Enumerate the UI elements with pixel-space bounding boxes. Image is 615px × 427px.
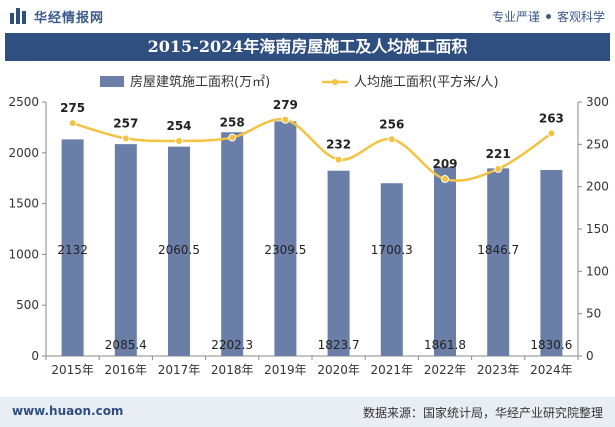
bar [380, 183, 403, 356]
line-series-path [72, 118, 553, 182]
brand-name: 华经情报网 [34, 11, 105, 26]
bar-value-label: 1700.3 [371, 243, 413, 257]
line-value-label: 209 [432, 157, 457, 171]
chart-title: 2015-2024年海南房屋施工及人均施工面积 [5, 33, 610, 61]
brand-logo-icon [10, 8, 26, 24]
y-right-tick-label: 200 [586, 180, 609, 194]
line-point [494, 164, 503, 173]
x-tick-label: 2018年 [211, 363, 254, 377]
line-value-label: 256 [379, 117, 404, 131]
bar [540, 170, 563, 356]
bar-value-label: 1846.7 [477, 243, 519, 257]
slogan-left: 专业严谨 [491, 10, 540, 24]
x-tick-label: 2021年 [371, 363, 414, 377]
bar-value-label: 2085.4 [105, 338, 147, 352]
y-left-tick-label: 500 [16, 298, 39, 312]
brand-header: 华经情报网 专业严谨 客观科学 [0, 0, 615, 32]
line-point [281, 115, 290, 124]
legend-bar-label: 房屋建筑施工面积(万㎡) [130, 74, 270, 90]
line-point [441, 175, 449, 184]
legend-bar-swatch [100, 76, 124, 87]
bar [114, 144, 137, 356]
bar-value-label: 2202.3 [211, 338, 253, 352]
y-right-tick-label: 250 [586, 137, 609, 151]
slogan-right: 客观科学 [556, 10, 605, 24]
line-point [547, 129, 556, 138]
line-point [68, 119, 77, 128]
bar [221, 132, 244, 356]
x-tick-label: 2015年 [51, 363, 94, 377]
bar [274, 121, 297, 356]
line-value-label: 258 [220, 116, 245, 130]
line-point [334, 155, 343, 164]
line-point [175, 136, 183, 145]
line-value-label: 263 [539, 111, 564, 125]
y-right-tick-label: 300 [586, 95, 609, 109]
x-tick-label: 2017年 [158, 363, 201, 377]
chart-canvas: 房屋建筑施工面积(万㎡) 人均施工面积(平方米/人)050010001500200… [8, 74, 609, 377]
bar [61, 139, 84, 356]
legend-line-label: 人均施工面积(平方米/人) [354, 74, 499, 90]
slogan: 专业严谨 客观科学 [492, 8, 605, 25]
bar-value-label: 1861.8 [424, 338, 466, 352]
y-left-tick-label: 1500 [8, 197, 39, 211]
x-tick-label: 2019年 [264, 363, 307, 377]
x-tick-label: 2024年 [530, 363, 573, 377]
y-right-tick-label: 150 [586, 222, 609, 236]
footer-source: 数据来源：国家统计局，华经产业研究院整理 [362, 406, 603, 420]
x-tick-label: 2016年 [105, 363, 148, 377]
line-value-label: 275 [60, 101, 85, 115]
footer: www.huaon.com 数据来源：国家统计局，华经产业研究院整理 [0, 397, 615, 427]
y-left-tick-label: 0 [31, 349, 39, 363]
line-point [228, 133, 237, 142]
y-right-tick-label: 50 [586, 307, 601, 321]
legend-line-marker [332, 79, 338, 85]
line-point [121, 134, 130, 143]
y-right-tick-label: 0 [586, 349, 594, 363]
bar-value-label: 1823.7 [318, 338, 360, 352]
bar [434, 166, 456, 356]
line-point [387, 135, 396, 144]
x-tick-label: 2023年 [477, 363, 520, 377]
y-left-tick-label: 2500 [8, 95, 39, 109]
line-value-label: 257 [113, 116, 138, 130]
line-value-label: 279 [273, 98, 298, 112]
bar [487, 168, 510, 356]
bar-value-label: 2132 [57, 243, 88, 257]
bar-value-label: 1830.6 [530, 338, 572, 352]
y-left-tick-label: 2000 [8, 146, 39, 160]
bar [168, 146, 190, 356]
slogan-dot-icon [545, 14, 551, 19]
bar [327, 170, 350, 356]
bar-value-label: 2060.5 [158, 243, 200, 257]
line-value-label: 232 [326, 138, 351, 152]
bar-value-label: 2309.5 [264, 243, 306, 257]
line-value-label: 221 [486, 147, 511, 161]
y-left-tick-label: 1000 [8, 247, 39, 261]
y-right-tick-label: 100 [586, 264, 609, 278]
x-tick-label: 2022年 [424, 363, 467, 377]
x-tick-label: 2020年 [317, 363, 360, 377]
footer-url[interactable]: www.huaon.com [12, 404, 124, 418]
line-value-label: 254 [166, 119, 191, 133]
